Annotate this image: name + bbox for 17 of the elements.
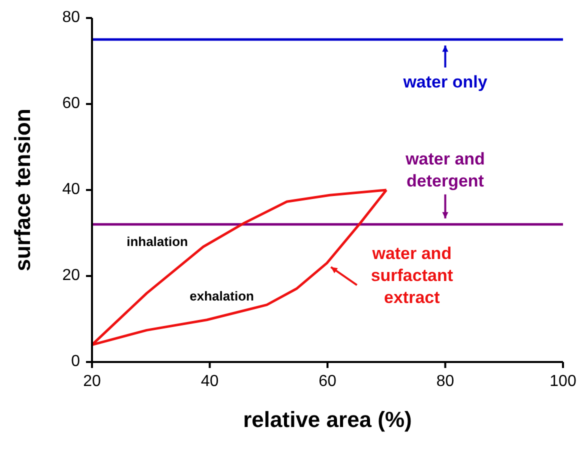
y-axis-title: surface tension bbox=[10, 108, 35, 272]
x-tick-label: 40 bbox=[200, 373, 219, 390]
series-label: inhalation bbox=[126, 234, 188, 250]
ref-line-label: water and detergent bbox=[404, 149, 485, 190]
series-label: exhalation bbox=[190, 288, 254, 304]
annotation: water and surfactant extract bbox=[370, 244, 454, 308]
y-tick-label: 80 bbox=[62, 9, 80, 26]
legend-label: water only bbox=[402, 72, 488, 92]
y-tick-label: 40 bbox=[62, 181, 80, 198]
x-tick-label: 60 bbox=[318, 373, 336, 390]
x-tick-label: 100 bbox=[550, 373, 576, 390]
y-tick-label: 0 bbox=[71, 353, 80, 370]
y-tick-label: 20 bbox=[62, 267, 80, 284]
x-tick-label: 80 bbox=[436, 373, 454, 390]
y-tick-label: 60 bbox=[62, 95, 80, 112]
x-tick-label: 20 bbox=[83, 373, 101, 390]
x-axis-title: relative area (%) bbox=[243, 407, 412, 432]
